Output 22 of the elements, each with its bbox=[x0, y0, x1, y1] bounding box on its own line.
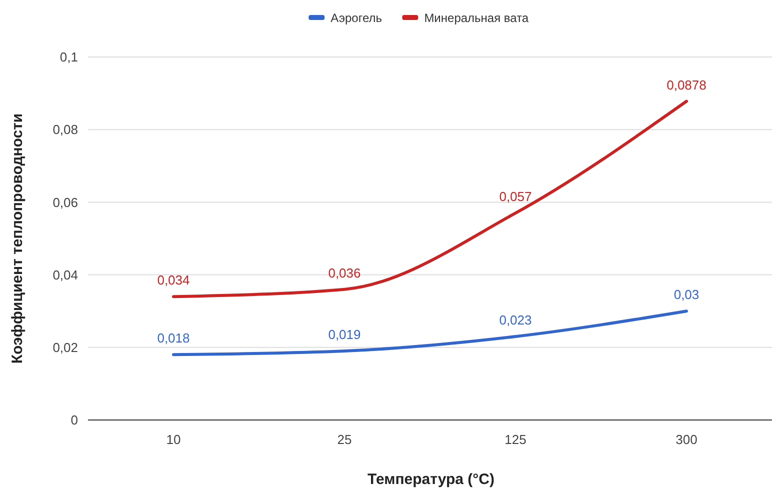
legend-label: Аэрогель bbox=[330, 11, 382, 26]
data-label: 0,018 bbox=[157, 330, 190, 346]
data-label: 0,034 bbox=[157, 272, 190, 288]
data-label: 0,057 bbox=[499, 189, 532, 204]
x-axis-title: Температура (°C) bbox=[368, 471, 494, 488]
x-tick-label: 300 bbox=[676, 432, 698, 447]
x-tick-label: 125 bbox=[504, 432, 526, 447]
y-tick-label: 0,1 bbox=[60, 50, 78, 65]
x-tick-label: 25 bbox=[337, 432, 352, 447]
data-label: 0,0878 bbox=[666, 77, 706, 92]
x-tick-label: 10 bbox=[166, 432, 181, 447]
y-tick-label: 0,04 bbox=[52, 267, 78, 282]
data-label: 0,019 bbox=[328, 327, 361, 342]
legend-label: Минеральная вата bbox=[424, 11, 529, 26]
y-tick-label: 0,02 bbox=[52, 340, 78, 355]
y-tick-label: 0,06 bbox=[52, 194, 78, 210]
y-tick-label: 0,08 bbox=[52, 122, 78, 138]
y-tick-label: 0 bbox=[70, 412, 78, 428]
data-label: 0,036 bbox=[328, 265, 361, 280]
data-label: 0,03 bbox=[674, 287, 700, 302]
data-label: 0,023 bbox=[499, 312, 532, 328]
y-axis-title: Коэффициент теплопроводности bbox=[9, 113, 26, 364]
